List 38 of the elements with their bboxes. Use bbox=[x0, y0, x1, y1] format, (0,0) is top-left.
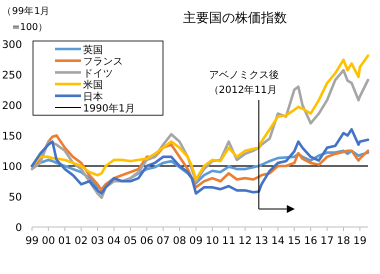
y-tick-label: 150 bbox=[2, 130, 22, 142]
y-tick-label: 200 bbox=[2, 100, 22, 112]
y-tick-label: 50 bbox=[8, 192, 22, 204]
legend-label: 英国 bbox=[83, 44, 103, 56]
x-tick-label: 11 bbox=[222, 235, 236, 247]
line-series bbox=[30, 54, 370, 181]
legend-label: 1990年1月 bbox=[83, 102, 135, 114]
x-tick-label: 12 bbox=[238, 235, 252, 247]
x-tick-label: 08 bbox=[172, 235, 186, 247]
x-tick-label: 10 bbox=[206, 235, 220, 247]
y-tick-label: 300 bbox=[2, 39, 22, 51]
ref-line-label: アベノミクス後（2012年11月 bbox=[208, 69, 279, 96]
legend-label: 米国 bbox=[83, 79, 103, 92]
y-tick-label: 250 bbox=[2, 70, 22, 82]
x-tick-label: 19 bbox=[353, 235, 367, 247]
x-tick-label: 06 bbox=[140, 235, 154, 247]
x-tick-label: 99 bbox=[25, 235, 39, 247]
y-tick-label: 0 bbox=[15, 222, 22, 234]
x-tick-label: 16 bbox=[304, 235, 318, 247]
legend-label: フランス bbox=[83, 56, 123, 68]
legend-label: ドイツ bbox=[83, 68, 113, 80]
x-tick-label: 15 bbox=[288, 235, 301, 247]
legend-label: 日本 bbox=[83, 90, 103, 103]
x-tick-label: 13 bbox=[254, 235, 268, 247]
x-tick-label: 18 bbox=[336, 235, 350, 247]
x-tick-label: 01 bbox=[58, 235, 72, 247]
x-tick-label: 09 bbox=[189, 235, 203, 247]
x-tick-label: 14 bbox=[271, 235, 285, 247]
x-tick-label: 17 bbox=[320, 235, 334, 247]
x-tick-label: 05 bbox=[124, 235, 138, 247]
y-axis-title: （99年1月=100） bbox=[2, 5, 50, 33]
x-tick-label: 02 bbox=[74, 235, 88, 247]
y-tick-label: 100 bbox=[2, 161, 22, 173]
chart-title: 主要国の株価指数 bbox=[183, 10, 287, 26]
x-tick-label: 04 bbox=[107, 235, 121, 247]
x-tick-label: 03 bbox=[90, 235, 104, 247]
x-tick-label: 07 bbox=[156, 235, 170, 247]
x-tick-label: 00 bbox=[42, 235, 56, 247]
